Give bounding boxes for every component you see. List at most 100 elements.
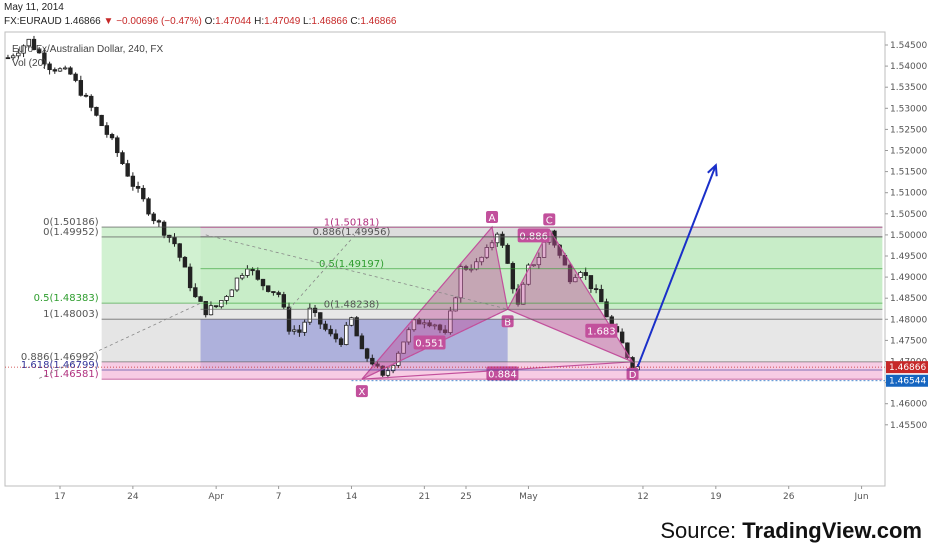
candle-body	[135, 185, 141, 189]
candle-body	[599, 288, 604, 303]
candle-body	[208, 305, 214, 316]
candle-body	[177, 243, 182, 258]
price-tick-label: 1.49000	[890, 273, 927, 283]
candle-body	[151, 213, 156, 222]
price-tick-label: 1.51000	[890, 189, 927, 199]
candle-body	[463, 266, 469, 270]
candle-body	[448, 310, 453, 333]
fib-level-label: 0.886(1.49956)	[313, 227, 391, 238]
source-prefix: Source:	[660, 518, 743, 543]
pattern-ratio-label: 1.683	[587, 327, 616, 338]
candle-body	[354, 317, 359, 337]
time-tick-label: Apr	[208, 492, 224, 502]
price-badge-label: 1.46544	[889, 377, 926, 387]
candle-body	[318, 312, 323, 325]
pattern-ratio-label: 0.551	[415, 339, 444, 350]
candle-body	[593, 288, 599, 291]
green-zone-upper	[200, 236, 883, 310]
candle-body	[411, 319, 417, 331]
candle-body	[344, 324, 349, 345]
candle-body	[250, 268, 255, 272]
candle-body	[510, 263, 516, 290]
candle-body	[63, 67, 68, 70]
pattern-ratio-label: 0.884	[488, 369, 517, 380]
price-badge-label: 1.46866	[889, 363, 926, 373]
fib-level-label: 0(1.49952)	[43, 227, 99, 238]
candle-body	[500, 233, 505, 246]
candle-body	[578, 272, 583, 278]
fib-level-label: 0.5(1.49197)	[319, 259, 384, 270]
candle-body	[312, 307, 318, 314]
candle-body	[432, 324, 437, 327]
candle-body	[73, 73, 78, 81]
pattern-point-label: A	[489, 213, 496, 224]
candle-body	[89, 95, 94, 108]
price-axis[interactable]: 1.54500 1.54000 1.53500 1.53000 1.52500 1.520…	[5, 32, 928, 486]
candle-body	[333, 333, 339, 340]
ohlc-readout: FX:EURAUD 1.46866 ▼ −0.00696 (−0.47%) O:…	[4, 16, 396, 27]
candle-body	[26, 38, 31, 47]
candle-body	[161, 221, 167, 236]
chart-date: May 11, 2014	[4, 2, 64, 13]
candle-body	[203, 301, 208, 316]
fib-level-label: 1(1.48003)	[43, 309, 99, 320]
time-tick-label: 17	[54, 492, 65, 502]
fib-level-label: 1.618(1.46799)	[21, 360, 99, 371]
candle-body	[83, 94, 89, 97]
candle-body	[57, 68, 63, 72]
candle-body	[583, 272, 588, 276]
candle-body	[531, 264, 536, 267]
candle-body	[21, 45, 26, 54]
candle-body	[36, 49, 42, 54]
projection-arrow-shaft	[636, 164, 717, 367]
time-axis[interactable]: 17 24 Apr 7 14 21 25 May 12 19 26 Jun	[5, 485, 885, 502]
candle-body	[297, 329, 302, 333]
price-tick-label: 1.45500	[890, 421, 927, 431]
time-tick-label: May	[519, 492, 538, 502]
candle-body	[260, 278, 266, 287]
candle-body	[526, 264, 531, 285]
fib-level-label: 0(1.50186)	[43, 217, 99, 228]
candle-body	[182, 256, 188, 268]
candle-body	[99, 114, 104, 127]
candle-body	[619, 331, 625, 344]
pattern-point-badge	[543, 213, 556, 226]
pattern-ratio-badge	[517, 228, 550, 243]
candle-body	[328, 328, 333, 335]
time-tick-label: Jun	[854, 492, 869, 502]
candle-body	[302, 321, 307, 333]
pattern-point-badge	[501, 315, 514, 328]
time-tick-label: 24	[127, 492, 139, 502]
candle-body	[401, 341, 406, 354]
candle-body	[567, 264, 573, 283]
price-tick-label: 1.49500	[890, 252, 927, 262]
candle-body	[536, 257, 542, 266]
price-tick-label: 1.52500	[890, 125, 927, 135]
candle-body	[484, 247, 490, 258]
time-tick-label: 14	[346, 492, 358, 502]
last-price: 1.46866	[64, 16, 101, 27]
candle-body	[396, 352, 401, 366]
candle-body	[573, 277, 578, 283]
candle-body	[521, 283, 526, 305]
source-brand: TradingView.com	[742, 518, 922, 543]
candle-body	[125, 163, 130, 177]
low-label: L:	[303, 16, 312, 27]
price-tick-label: 1.54500	[890, 41, 927, 51]
symbol-label: FX:EURAUD	[4, 16, 62, 27]
candle-body	[78, 80, 84, 96]
fib-level-label: 0(1.48238)	[324, 299, 380, 310]
change-value: −0.00696 (−0.47%)	[116, 16, 202, 27]
projection-arrow-head	[707, 163, 718, 177]
time-tick-label: 7	[276, 492, 282, 502]
candle-body	[390, 364, 396, 372]
price-tick-label: 1.50500	[890, 210, 927, 220]
candle-body	[156, 220, 162, 223]
pattern-ratio-badge	[413, 335, 446, 350]
candle-body	[505, 244, 510, 264]
candle-body	[416, 319, 422, 325]
candle-body	[31, 38, 37, 50]
time-tick-label: 26	[783, 492, 795, 502]
fib-level-label: 0.886(1.46992)	[21, 352, 99, 363]
